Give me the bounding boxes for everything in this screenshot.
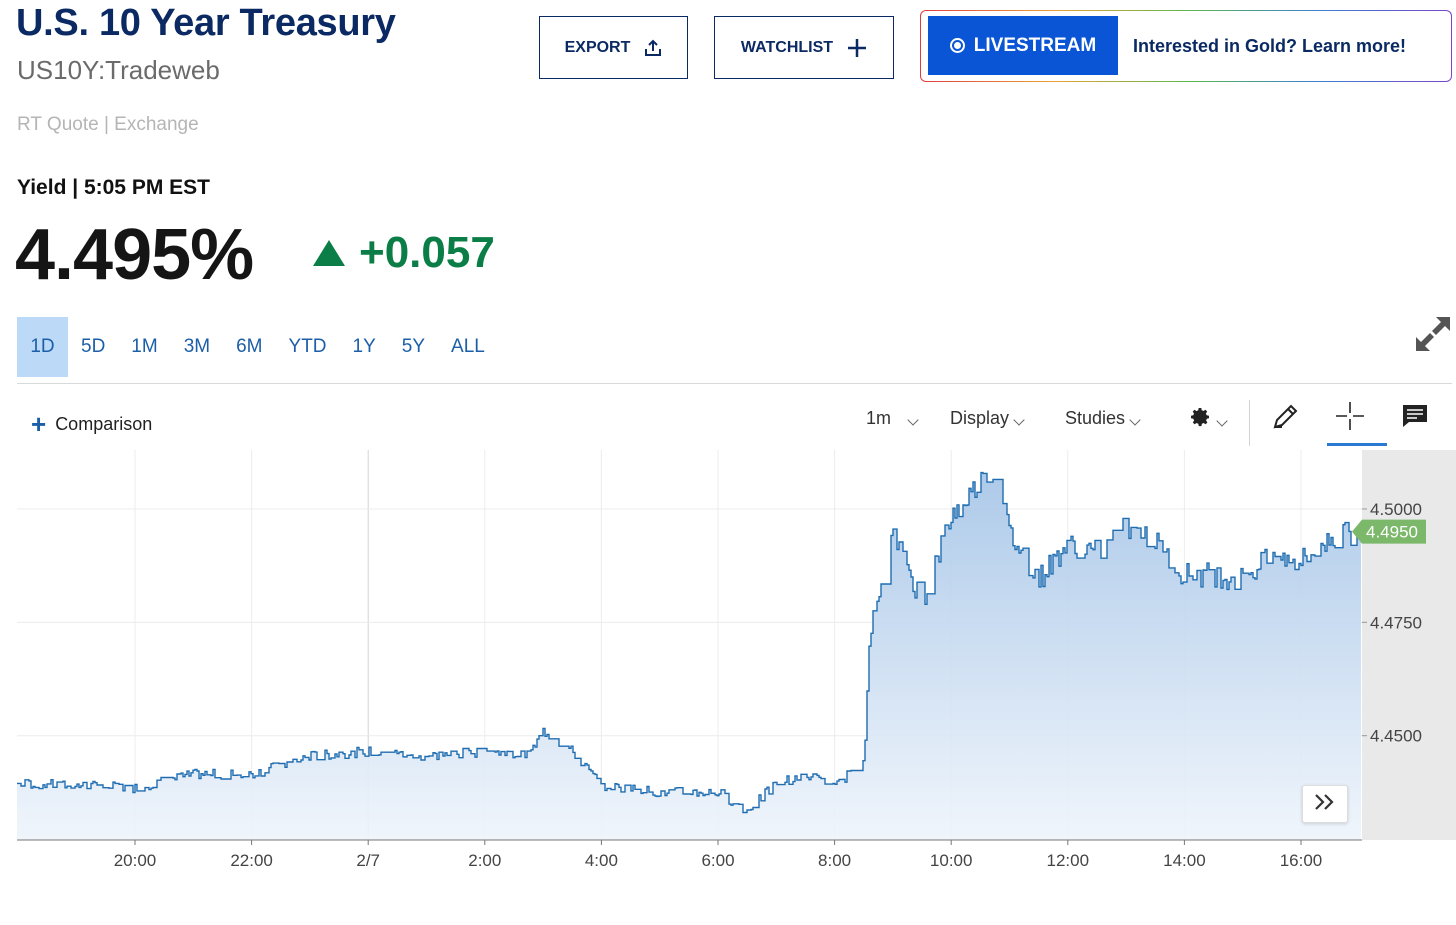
comment-icon[interactable] bbox=[1399, 400, 1431, 432]
chevron-down-icon bbox=[1216, 414, 1228, 427]
active-tool-indicator bbox=[1327, 443, 1387, 446]
yield-timestamp: Yield | 5:05 PM EST bbox=[17, 176, 210, 199]
scroll-to-latest-button[interactable] bbox=[1302, 785, 1348, 823]
x-tick-label: 4:00 bbox=[585, 851, 618, 870]
pencil-icon[interactable] bbox=[1270, 400, 1302, 432]
x-tick-label: 22:00 bbox=[230, 851, 273, 870]
x-tick-label: 16:00 bbox=[1280, 851, 1323, 870]
studies-dropdown[interactable]: Studies bbox=[1065, 408, 1141, 429]
double-chevron-right-icon bbox=[1313, 792, 1337, 817]
y-tick-label: 4.5000 bbox=[1370, 500, 1422, 519]
last-price-tag bbox=[1352, 519, 1426, 544]
x-tick-label: 2:00 bbox=[468, 851, 501, 870]
price-change: +0.057 bbox=[313, 228, 495, 278]
livestream-label: LIVESTREAM bbox=[973, 34, 1097, 56]
promo-banner: LIVESTREAM Interested in Gold? Learn mor… bbox=[920, 10, 1452, 82]
tab-range-5y[interactable]: 5Y bbox=[401, 336, 426, 357]
tab-range-all[interactable]: ALL bbox=[451, 336, 485, 357]
x-tick-label: 10:00 bbox=[930, 851, 973, 870]
x-tick-label: 14:00 bbox=[1163, 851, 1206, 870]
x-tick-label: 2/7 bbox=[356, 851, 380, 870]
y-tick-label: 4.4500 bbox=[1370, 727, 1422, 746]
settings-dropdown[interactable] bbox=[1188, 405, 1228, 434]
share-upload-icon bbox=[644, 39, 662, 57]
up-arrow-icon bbox=[313, 240, 345, 266]
comparison-label: Comparison bbox=[55, 413, 153, 434]
interval-dropdown[interactable]: 1m bbox=[866, 408, 919, 429]
watchlist-label: WATCHLIST bbox=[740, 38, 834, 56]
export-button[interactable]: EXPORT bbox=[539, 16, 688, 79]
studies-label: Studies bbox=[1065, 408, 1126, 428]
livestream-button[interactable]: LIVESTREAM bbox=[928, 16, 1118, 75]
page-title: U.S. 10 Year Treasury bbox=[16, 2, 396, 44]
price-chart[interactable]: 20:00 22:00 2/7 2:00 4:00 6:00 8:00 10:00 12:00 1… bbox=[0, 450, 1456, 890]
expand-arrows-icon[interactable] bbox=[1412, 313, 1454, 355]
time-range-tabs: 1D 5D 1M 3M 6M YTD 1Y 5Y ALL bbox=[17, 317, 498, 377]
area-fill bbox=[17, 472, 1361, 840]
x-tick-label: 8:00 bbox=[818, 851, 851, 870]
promo-link[interactable]: Interested in Gold? Learn more! bbox=[1133, 36, 1407, 56]
tab-range-ytd[interactable]: YTD bbox=[288, 336, 327, 357]
toolbar-separator bbox=[1249, 400, 1250, 446]
tab-range-1y[interactable]: 1Y bbox=[352, 336, 376, 357]
display-label: Display bbox=[950, 408, 1010, 428]
price-change-value: +0.057 bbox=[359, 228, 495, 277]
interval-label: 1m bbox=[866, 408, 892, 428]
live-indicator-icon bbox=[949, 38, 965, 53]
quote-type: RT Quote | Exchange bbox=[17, 114, 199, 135]
y-axis-panel bbox=[1362, 450, 1456, 840]
chevron-down-icon bbox=[907, 413, 919, 426]
plus-icon bbox=[847, 38, 867, 58]
x-tick-label: 6:00 bbox=[701, 851, 734, 870]
crosshair-icon[interactable] bbox=[1334, 400, 1366, 432]
gear-icon bbox=[1188, 405, 1212, 434]
series-line bbox=[17, 471, 1362, 814]
chevron-down-icon bbox=[1129, 413, 1141, 426]
watchlist-button[interactable]: WATCHLIST bbox=[714, 16, 894, 79]
y-tick-label: 4.4750 bbox=[1370, 613, 1422, 632]
export-label: EXPORT bbox=[564, 38, 631, 56]
divider bbox=[17, 383, 1452, 384]
display-dropdown[interactable]: Display bbox=[950, 408, 1025, 429]
tab-range-1m[interactable]: 1M bbox=[131, 336, 158, 357]
last-price: 4.495% bbox=[15, 215, 254, 295]
tab-range-5d[interactable]: 5D bbox=[81, 336, 106, 357]
comparison-button[interactable]: + Comparison bbox=[31, 411, 152, 437]
tab-range-6m[interactable]: 6M bbox=[236, 336, 263, 357]
x-tick-label: 20:00 bbox=[114, 851, 157, 870]
ticker-symbol: US10Y:Tradeweb bbox=[17, 55, 220, 85]
plus-icon: + bbox=[31, 409, 47, 439]
tab-range-3m[interactable]: 3M bbox=[183, 336, 211, 357]
chevron-down-icon bbox=[1013, 413, 1025, 426]
last-price-tag-label: 4.4950 bbox=[1366, 523, 1418, 542]
x-tick-label: 12:00 bbox=[1047, 851, 1090, 870]
tab-range-1d[interactable]: 1D bbox=[17, 317, 68, 377]
